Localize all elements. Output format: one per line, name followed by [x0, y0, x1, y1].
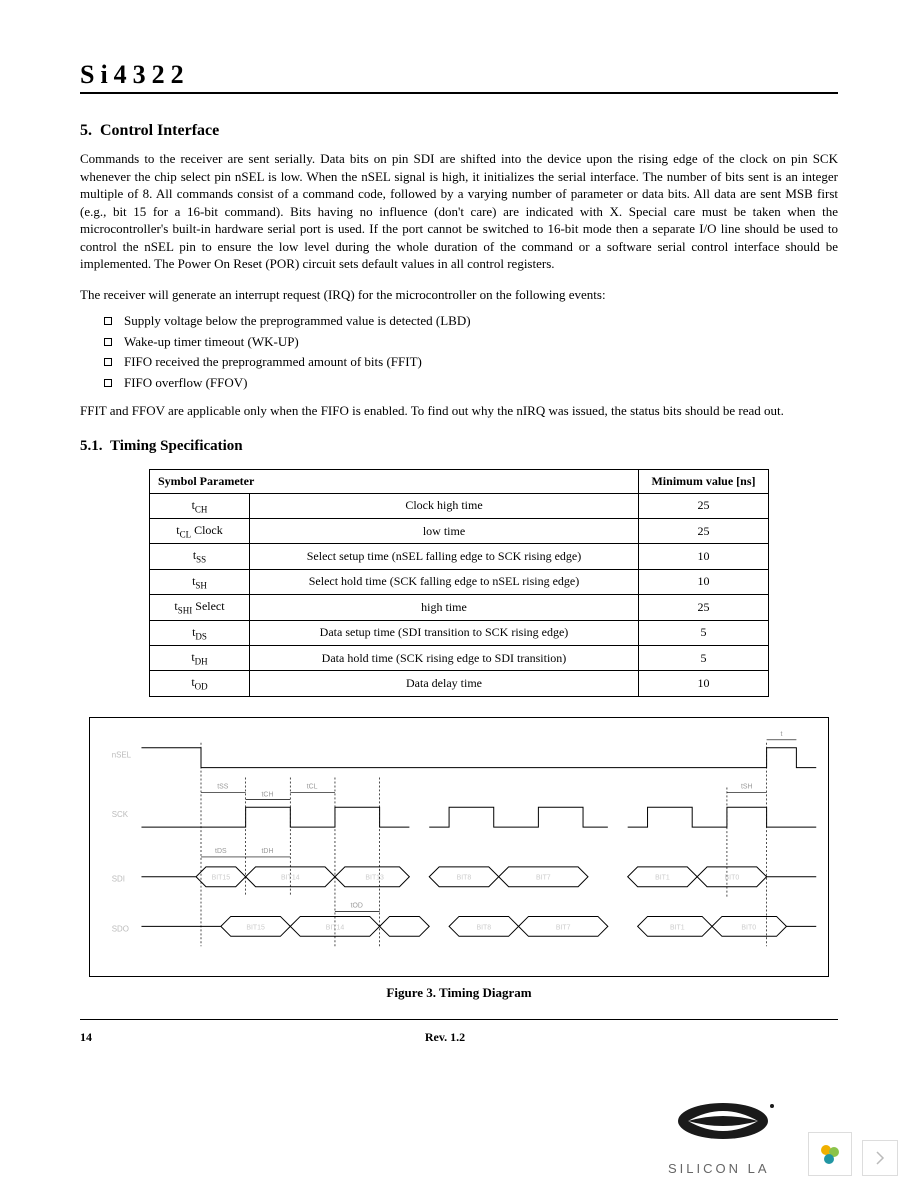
- th-min: Minimum value [ns]: [639, 469, 769, 493]
- svg-text:tDS: tDS: [215, 848, 227, 855]
- subsection-number: 5.1.: [80, 438, 103, 454]
- cell-param: Data setup time (SDI transition to SCK r…: [250, 620, 639, 645]
- cell-symbol: tOD: [150, 671, 250, 696]
- svg-text:tSH: tSH: [741, 783, 753, 790]
- svg-text:tCL: tCL: [307, 783, 318, 790]
- cell-symbol: tDH: [150, 645, 250, 670]
- table-row: tODData delay time10: [150, 671, 769, 696]
- subsection-heading: 5.1. Timing Specification: [80, 438, 838, 455]
- silicon-labs-logo: SILICON LA: [668, 1096, 798, 1176]
- svg-text:BIT8: BIT8: [476, 924, 491, 931]
- cell-param: Select setup time (nSEL falling edge to …: [250, 544, 639, 569]
- svg-text:BIT14: BIT14: [326, 924, 345, 931]
- cell-value: 25: [639, 518, 769, 543]
- cell-value: 5: [639, 620, 769, 645]
- svg-text:BIT7: BIT7: [536, 874, 551, 881]
- label-sdo: SDO: [112, 924, 129, 933]
- brand-text: SILICON LA: [668, 1161, 798, 1176]
- svg-text:t: t: [781, 731, 783, 738]
- section-title: Control Interface: [100, 122, 219, 139]
- figure-caption: Figure 3. Timing Diagram: [80, 985, 838, 1001]
- section-number: 5.: [80, 122, 92, 139]
- table-row: tCHClock high time25: [150, 493, 769, 518]
- table-row: tCL Clocklow time25: [150, 518, 769, 543]
- cell-symbol: tSH: [150, 569, 250, 594]
- svg-text:BIT0: BIT0: [741, 924, 756, 931]
- next-page-arrow[interactable]: [862, 1140, 898, 1176]
- table-row: tSHSelect hold time (SCK falling edge to…: [150, 569, 769, 594]
- svg-text:BIT7: BIT7: [556, 924, 571, 931]
- cell-symbol: tCH: [150, 493, 250, 518]
- th-symbol-param: Symbol Parameter: [150, 469, 639, 493]
- timing-diagram: nSEL SCK SDI SDO t tSS tCH tCL tSH BIT15…: [89, 717, 829, 977]
- cell-param: Data delay time: [250, 671, 639, 696]
- list-item: Supply voltage below the preprogrammed v…: [104, 311, 838, 332]
- svg-text:BIT14: BIT14: [281, 874, 300, 881]
- revision: Rev. 1.2: [425, 1030, 465, 1045]
- cell-value: 10: [639, 569, 769, 594]
- section-heading: 5. Control Interface: [80, 122, 838, 140]
- part-number: Si4322: [80, 60, 838, 90]
- label-sdi: SDI: [112, 874, 125, 883]
- section-body: Commands to the receiver are sent serial…: [80, 150, 838, 273]
- svg-text:tSS: tSS: [217, 783, 229, 790]
- subsection-title: Timing Specification: [110, 438, 243, 454]
- timing-table: Symbol Parameter Minimum value [ns] tCHC…: [149, 469, 769, 697]
- irq-intro: The receiver will generate an interrupt …: [80, 287, 838, 303]
- svg-text:BIT13: BIT13: [365, 874, 384, 881]
- page-footer: 14 Rev. 1.2: [80, 1030, 838, 1045]
- irq-note: FFIT and FFOV are applicable only when t…: [80, 402, 838, 420]
- list-item: Wake-up timer timeout (WK-UP): [104, 332, 838, 353]
- table-row: tDSData setup time (SDI transition to SC…: [150, 620, 769, 645]
- irq-list: Supply voltage below the preprogrammed v…: [104, 311, 838, 394]
- svg-text:BIT0: BIT0: [725, 874, 740, 881]
- cell-param: high time: [250, 595, 639, 620]
- svg-text:tOD: tOD: [351, 902, 363, 909]
- cell-param: Data hold time (SCK rising edge to SDI t…: [250, 645, 639, 670]
- cell-value: 25: [639, 595, 769, 620]
- table-row: tSSSelect setup time (nSEL falling edge …: [150, 544, 769, 569]
- cell-symbol: tCL Clock: [150, 518, 250, 543]
- sdi-row: BIT15 BIT14 BIT13 BIT8 BIT7 BIT1 BIT0: [141, 867, 816, 887]
- list-item: FIFO overflow (FFOV): [104, 373, 838, 394]
- footer-rule: [80, 1019, 838, 1020]
- cell-value: 10: [639, 671, 769, 696]
- cell-symbol: tSS: [150, 544, 250, 569]
- label-sck: SCK: [112, 810, 129, 819]
- cell-param: Clock high time: [250, 493, 639, 518]
- cell-param: low time: [250, 518, 639, 543]
- svg-text:BIT1: BIT1: [655, 874, 670, 881]
- cell-value: 5: [639, 645, 769, 670]
- thumb-icon[interactable]: [808, 1132, 852, 1176]
- svg-text:tDH: tDH: [262, 848, 274, 855]
- cell-symbol: tSHI Select: [150, 595, 250, 620]
- header-rule: [80, 92, 838, 94]
- cell-value: 25: [639, 493, 769, 518]
- svg-text:BIT15: BIT15: [246, 924, 265, 931]
- svg-text:BIT15: BIT15: [212, 874, 231, 881]
- cell-value: 10: [639, 544, 769, 569]
- sdo-row: BIT15 BIT14 BIT8 BIT7 BIT1 BIT0: [141, 916, 816, 936]
- table-row: tDHData hold time (SCK rising edge to SD…: [150, 645, 769, 670]
- svg-text:BIT8: BIT8: [457, 874, 472, 881]
- svg-text:BIT1: BIT1: [670, 924, 685, 931]
- logo-zone: SILICON LA: [668, 1096, 898, 1176]
- svg-text:tCH: tCH: [262, 791, 274, 798]
- cell-symbol: tDS: [150, 620, 250, 645]
- label-nsel: nSEL: [112, 750, 132, 759]
- list-item: FIFO received the preprogrammed amount o…: [104, 352, 838, 373]
- cell-param: Select hold time (SCK falling edge to nS…: [250, 569, 639, 594]
- page-number: 14: [80, 1030, 92, 1045]
- table-row: tSHI Selecthigh time25: [150, 595, 769, 620]
